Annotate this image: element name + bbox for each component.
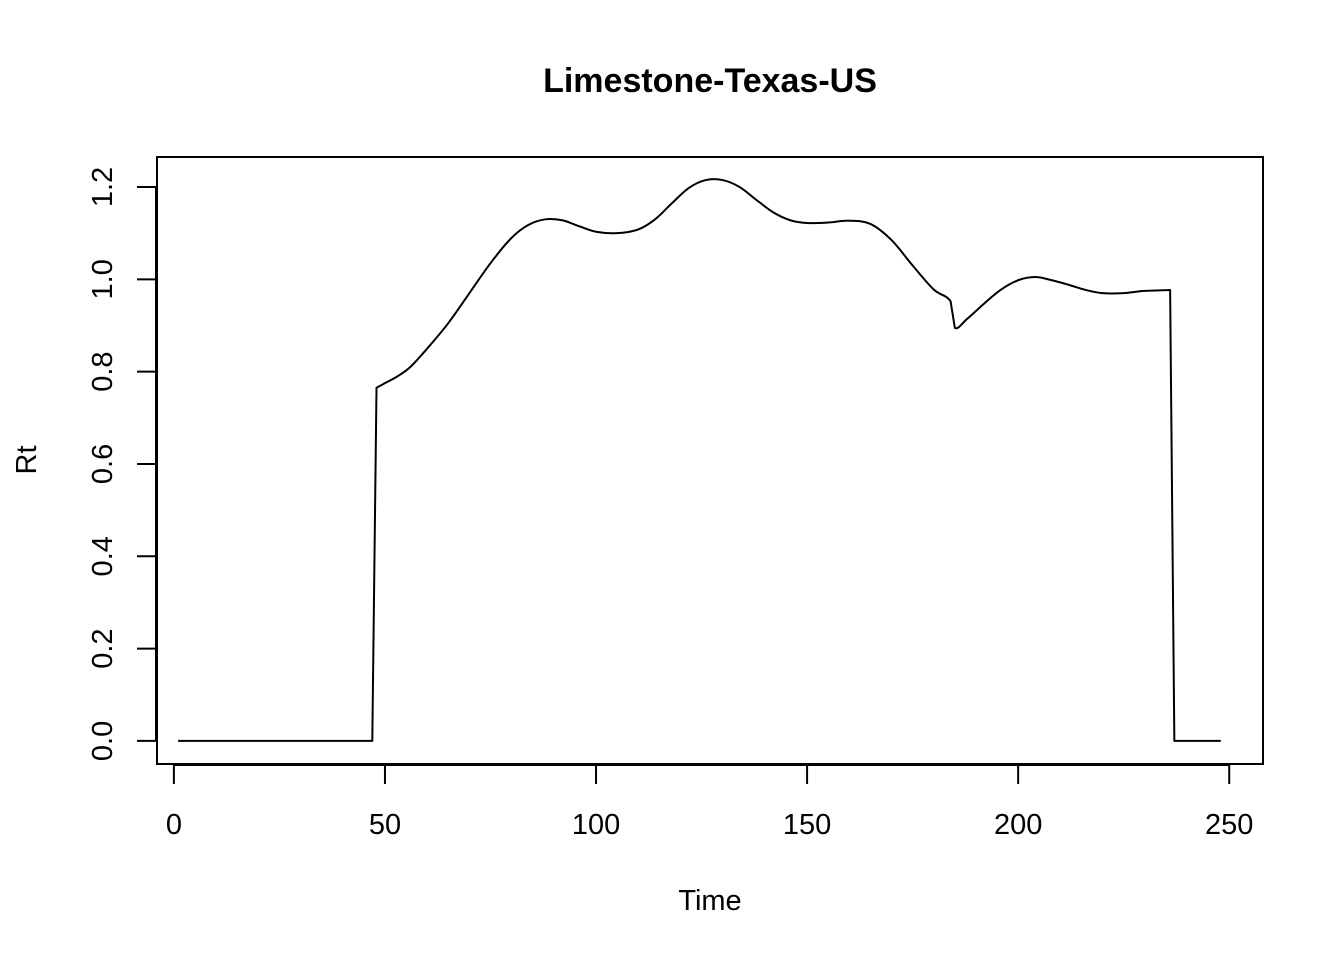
y-tick-label: 1.0 [87,259,119,299]
chart-title: Limestone-Texas-US [543,62,877,100]
y-tick-label: 1.2 [87,167,119,207]
x-tick-label: 200 [994,809,1042,841]
x-axis: 0 50 100 150 200 250 [166,764,1253,841]
x-tick-label: 50 [369,809,401,841]
y-axis: 0.0 0.2 0.4 0.6 0.8 1.0 1.2 [87,167,157,761]
series-layer [178,178,1221,742]
y-tick-label: 0.2 [87,628,119,668]
x-tick-label: 100 [572,809,620,841]
x-tick-label: 0 [166,809,182,841]
y-tick-label: 0.8 [87,351,119,391]
series-line [178,178,1221,742]
x-tick-label: 250 [1205,809,1253,841]
y-tick-label: 0.0 [87,721,119,761]
x-tick-label: 150 [783,809,831,841]
y-axis-label: Rt [11,446,43,475]
y-tick-label: 0.4 [87,536,119,576]
plot-frame [156,156,1264,765]
x-axis-label: Time [678,885,741,917]
y-tick-label: 0.6 [87,444,119,484]
